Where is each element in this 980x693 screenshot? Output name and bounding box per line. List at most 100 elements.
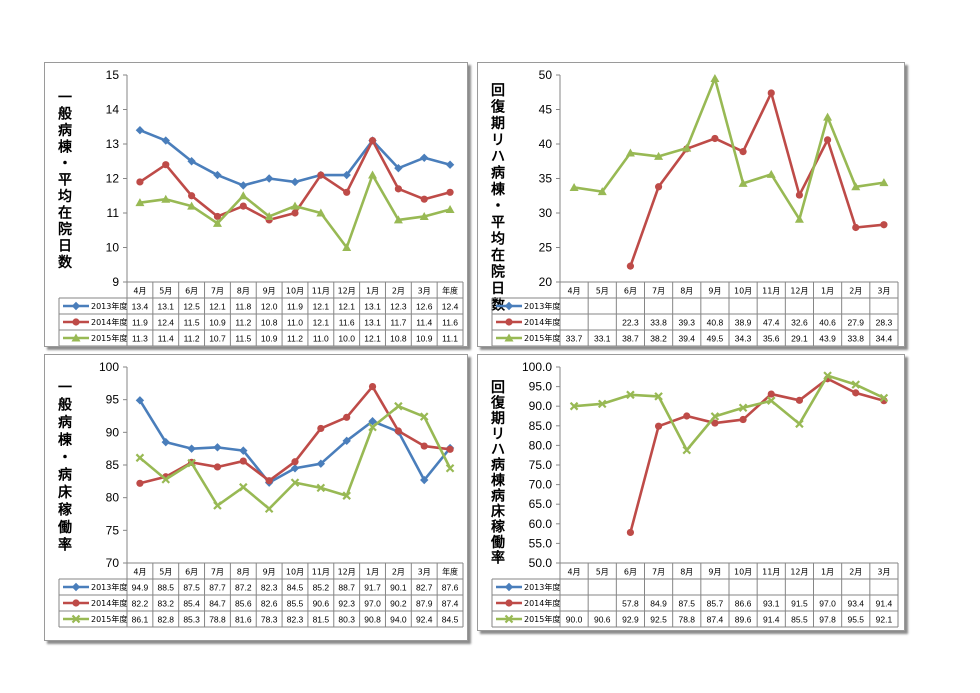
series-2015年度: [135, 401, 455, 514]
series-line: [139, 404, 452, 511]
data-label: 10.9: [209, 318, 226, 328]
data-label: 88.7: [338, 583, 355, 593]
y-tick-label: 14: [106, 103, 120, 117]
data-label: 84.9: [650, 599, 667, 609]
data-label: 85.3: [183, 615, 200, 625]
data-label: 85.5: [287, 599, 304, 609]
legend-label: 2014年度: [524, 317, 560, 327]
data-label: 97.0: [819, 599, 836, 609]
data-label: 13.1: [364, 318, 381, 328]
data-point: [239, 482, 248, 492]
data-table: 4月 5月 6月 7月 8月 9月 10月 11月 12月 1月 2月 3月 年度 2013年度 94.9 8…: [58, 562, 464, 628]
title-char: 院: [58, 221, 72, 238]
title-char: 率: [58, 537, 72, 554]
title-char: ・: [58, 450, 72, 466]
data-point: [738, 178, 748, 187]
data-point: [317, 171, 325, 179]
data-label: 33.8: [650, 318, 667, 328]
data-label: 29.1: [791, 334, 808, 344]
data-point: [212, 218, 222, 227]
data-label: 11.7: [390, 318, 406, 328]
data-label: 87.5: [678, 599, 695, 609]
data-label: 49.5: [707, 334, 724, 344]
data-label: 12.4: [442, 302, 459, 312]
data-label: 11.4: [416, 318, 432, 328]
data-label: 89.6: [735, 615, 752, 625]
y-tick-label: 100: [99, 360, 119, 374]
data-label: 47.4: [763, 318, 780, 328]
title-char: 回: [491, 380, 505, 396]
data-point: [879, 178, 889, 187]
data-point: [290, 177, 300, 187]
data-point: [213, 170, 222, 180]
data-label: 13.1: [157, 302, 174, 312]
data-table: 4月 5月 6月 7月 8月 9月 10月 11月 12月 1月 2月 3月 年度 2013年度 13.4 1…: [58, 281, 464, 346]
data-table: 4月 5月 6月 7月 8月 9月 10月 11月 12月 1月 2月 3月 2013年度 2014年度 2…: [491, 281, 899, 346]
title-char: 働: [490, 534, 505, 551]
x-tick-label: 5月: [159, 568, 172, 577]
data-point: [711, 419, 719, 427]
title-char: 床: [58, 484, 73, 501]
data-point: [187, 444, 196, 453]
title-char: ・: [491, 199, 505, 215]
legend-marker: [504, 614, 514, 624]
x-tick-label: 8月: [680, 568, 693, 577]
data-label: 78.8: [678, 615, 695, 625]
title-char: 病: [491, 165, 505, 182]
series-2014年度: [136, 136, 454, 224]
y-tick-label: 55.0: [529, 536, 553, 550]
data-label: 97.8: [819, 615, 836, 625]
x-tick-label: 3月: [418, 287, 431, 296]
legend-label: 2015年度: [524, 614, 560, 624]
title-char: 病: [58, 414, 72, 431]
data-point: [135, 453, 145, 463]
y-tick-label: 100.0: [522, 360, 552, 374]
title-char: 院: [491, 264, 505, 281]
data-label: 91.4: [763, 615, 780, 625]
data-label: 12.1: [338, 302, 355, 312]
data-label: 39.3: [678, 318, 695, 328]
y-axis: 20 25 30 35 40 45 50: [539, 68, 561, 289]
data-point: [394, 163, 403, 173]
data-point: [852, 223, 860, 232]
data-label: 11.9: [287, 302, 303, 312]
y-tick-label: 85.0: [529, 419, 553, 433]
data-label: 94.9: [132, 583, 149, 593]
data-label: 34.3: [735, 334, 752, 344]
data-point: [823, 136, 832, 144]
data-label: 33.1: [594, 334, 611, 344]
title-char: 復: [490, 99, 506, 116]
data-label: 43.9: [819, 334, 836, 344]
series-2014年度: [626, 375, 888, 537]
y-tick-label: 20: [539, 275, 553, 289]
data-label: 80.3: [338, 615, 355, 625]
x-tick-label: 2月: [849, 568, 862, 577]
title-char: 平: [491, 215, 505, 231]
legend-label: 2014年度: [524, 598, 560, 608]
legend-marker: [71, 301, 81, 311]
x-tick-label: 11月: [762, 287, 780, 296]
data-point: [238, 191, 248, 200]
series-2013年度: [135, 126, 455, 190]
title-char: 床: [491, 503, 506, 520]
data-point: [683, 412, 691, 420]
data-label: 12.3: [390, 302, 407, 312]
legend-marker: [71, 614, 81, 624]
y-tick-label: 11: [107, 206, 120, 220]
series-2015年度: [569, 73, 889, 223]
data-label: 11.8: [235, 302, 251, 312]
data-point: [291, 458, 299, 466]
x-tick-label: 1月: [366, 568, 379, 577]
x-tick-label: 9月: [708, 568, 721, 577]
data-point: [654, 422, 663, 430]
x-tick-label: 2月: [849, 287, 862, 296]
title-char: 復: [490, 395, 506, 412]
data-label: 87.7: [209, 583, 226, 593]
data-point: [654, 183, 663, 191]
data-point: [795, 191, 804, 199]
data-point: [445, 463, 455, 473]
data-label: 82.2: [132, 599, 149, 609]
x-tick-label: 4月: [568, 287, 581, 296]
